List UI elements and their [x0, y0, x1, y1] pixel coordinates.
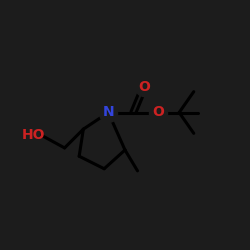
Text: N: N [102, 106, 114, 120]
Text: HO: HO [22, 128, 45, 142]
Text: O: O [152, 106, 164, 120]
Text: O: O [138, 80, 150, 94]
